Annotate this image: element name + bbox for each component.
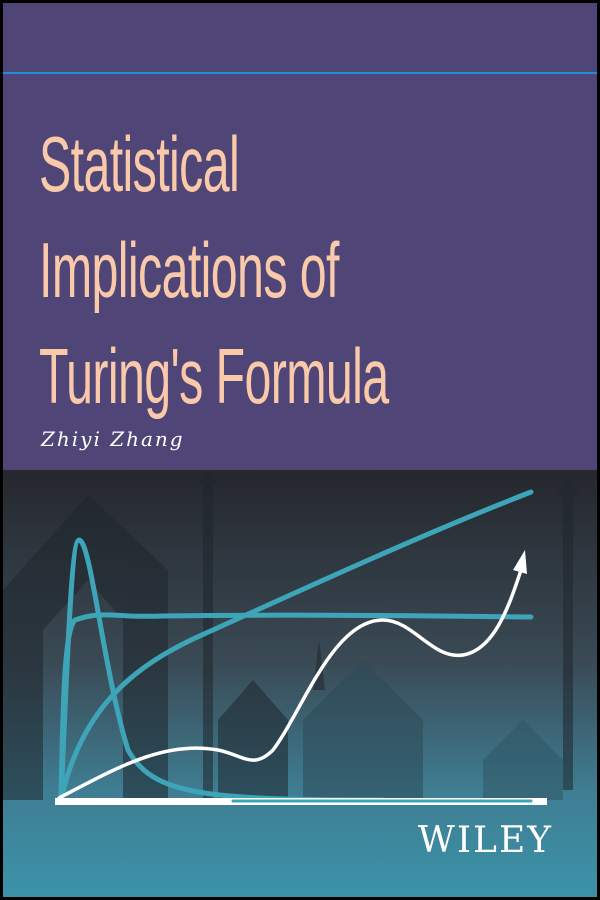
arrow-head-icon — [513, 550, 527, 574]
saturation-curve — [58, 612, 534, 803]
book-title: Statistical Implications of Turing's For… — [39, 111, 389, 429]
illustration-panel: WILEY — [3, 470, 597, 897]
up-arrow-pattern-icon — [3, 470, 579, 800]
title-line: Turing's Formula — [39, 332, 389, 420]
oscillating-curve — [57, 568, 523, 800]
divider-rule — [3, 72, 597, 74]
title-line: Statistical — [39, 120, 240, 208]
title-panel: Statistical Implications of Turing's For… — [3, 3, 597, 470]
publisher-logo: WILEY — [417, 820, 553, 861]
title-line: Implications of — [39, 226, 339, 314]
author-name: Zhiyi Zhang — [41, 427, 185, 451]
growth-curves-illustration — [3, 470, 579, 805]
rising-curve — [58, 489, 534, 803]
